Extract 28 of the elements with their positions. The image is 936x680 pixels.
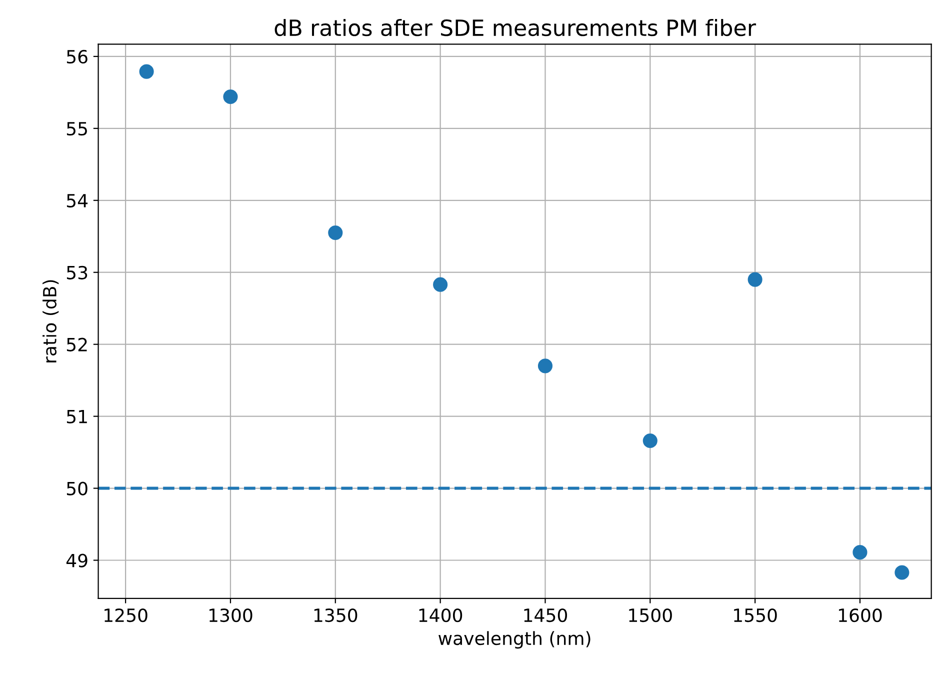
point [139, 64, 154, 79]
y-tick-label: 50 [66, 482, 88, 496]
y-tick-label: 55 [66, 122, 87, 136]
x-tick-label: 1450 [524, 608, 567, 622]
x-tick-label: 1550 [734, 608, 777, 622]
point [538, 358, 553, 374]
x-tick-label: 1250 [104, 608, 148, 622]
point [328, 225, 343, 240]
y-tick-label: 54 [66, 194, 88, 208]
x-tick-label: 1400 [419, 608, 462, 622]
y-axis-title: ratio (dB) [42, 280, 59, 362]
chart-title: dB ratios after SDE measurements PM fiber [274, 18, 756, 36]
point [748, 272, 762, 287]
x-axis-title: wavelength (nm) [438, 631, 590, 649]
point [894, 565, 910, 580]
point [223, 89, 238, 104]
x-tick-label: 1350 [314, 608, 358, 622]
y-tick-label: 53 [66, 266, 88, 280]
y-tick-label: 49 [66, 554, 88, 568]
point [642, 433, 658, 448]
y-tick-label: 56 [66, 50, 88, 64]
x-tick-label: 1500 [629, 608, 672, 622]
point [852, 545, 868, 560]
y-tick-label: 52 [66, 338, 87, 352]
x-tick-label: 1300 [209, 608, 252, 622]
y-tick-label: 51 [66, 410, 87, 424]
point [433, 277, 448, 292]
x-tick-label: 1600 [838, 608, 882, 622]
